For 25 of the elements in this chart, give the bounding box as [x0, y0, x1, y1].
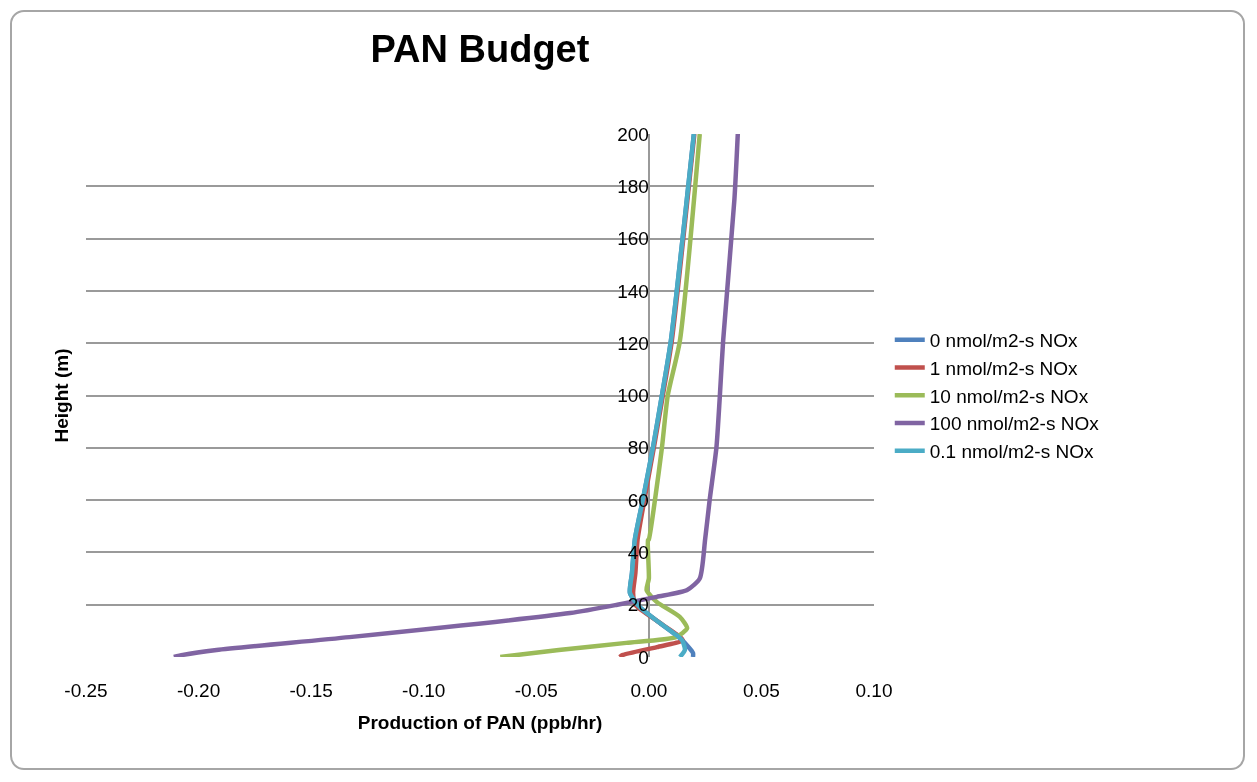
y-tick-label: 20: [627, 594, 649, 616]
x-tick-label: 0.05: [742, 680, 780, 701]
x-tick-label: 0.10: [855, 680, 893, 701]
y-tick-label: 120: [617, 332, 649, 354]
y-tick-label: 160: [617, 228, 649, 250]
chart-title: PAN Budget: [370, 27, 590, 70]
x-tick-label: -0.25: [64, 680, 108, 701]
legend-label: 10 nmol/m2-s NOx: [929, 385, 1089, 407]
x-tick-label: 0.00: [630, 680, 668, 701]
y-axis-title: Height (m): [51, 348, 72, 443]
legend-label: 0.1 nmol/m2-s NOx: [929, 441, 1094, 463]
y-tick-label: 100: [617, 385, 649, 407]
legend-label: 0 nmol/m2-s NOx: [929, 330, 1079, 352]
x-tick-label: -0.05: [514, 680, 558, 701]
legend-label: 100 nmol/m2-s NOx: [929, 413, 1100, 435]
x-tick-label: -0.10: [402, 680, 446, 701]
x-tick-label: -0.15: [289, 680, 333, 701]
legend-label: 1 nmol/m2-s NOx: [929, 357, 1079, 379]
y-tick-label: 0: [638, 646, 649, 668]
y-tick-label: 80: [627, 437, 649, 459]
y-tick-label: 180: [617, 175, 649, 197]
x-axis-title: Production of PAN (ppb/hr): [357, 711, 603, 733]
x-tick-label: -0.20: [176, 680, 221, 701]
y-tick-label: 200: [617, 123, 649, 145]
y-tick-label: 140: [617, 280, 649, 302]
